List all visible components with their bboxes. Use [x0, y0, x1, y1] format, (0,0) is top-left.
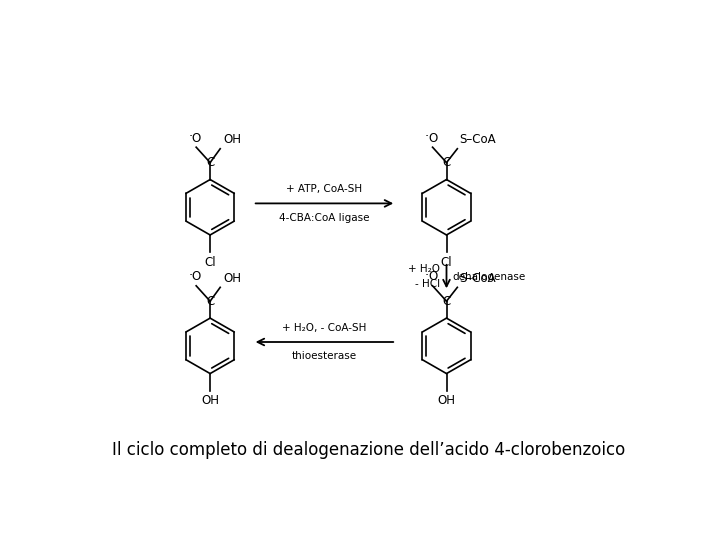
Text: C: C [442, 156, 451, 169]
Text: O: O [192, 132, 201, 145]
Text: Cl: Cl [441, 256, 452, 269]
Text: OH: OH [223, 133, 241, 146]
Text: dehalogenase: dehalogenase [453, 272, 526, 281]
Text: ·: · [189, 130, 193, 143]
Text: thioesterase: thioesterase [292, 351, 357, 361]
Text: + H₂O: + H₂O [408, 264, 441, 274]
Text: S–CoA: S–CoA [459, 272, 496, 285]
Text: OH: OH [223, 272, 241, 285]
Text: C: C [206, 295, 215, 308]
Text: O: O [192, 271, 201, 284]
Text: O: O [428, 271, 437, 284]
Text: OH: OH [201, 394, 219, 407]
Text: OH: OH [438, 394, 456, 407]
Text: Il ciclo completo di dealogenazione dell’acido 4-clorobenzoico: Il ciclo completo di dealogenazione dell… [112, 441, 626, 459]
Text: O: O [428, 132, 437, 145]
Text: - HCl: - HCl [415, 279, 441, 289]
Text: 4-CBA:CoA ligase: 4-CBA:CoA ligase [279, 213, 369, 222]
Text: ·: · [425, 269, 429, 282]
Text: ·: · [189, 269, 193, 282]
Text: + H₂O, - CoA-SH: + H₂O, - CoA-SH [282, 323, 366, 333]
Text: Cl: Cl [204, 256, 216, 269]
Text: + ATP, CoA-SH: + ATP, CoA-SH [287, 184, 362, 194]
Text: ·: · [425, 130, 429, 143]
Text: C: C [206, 156, 215, 169]
Text: S–CoA: S–CoA [459, 133, 496, 146]
Text: C: C [442, 295, 451, 308]
